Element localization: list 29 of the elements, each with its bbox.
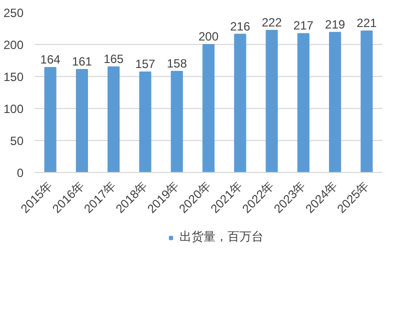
bar xyxy=(297,33,310,172)
data-label: 165 xyxy=(104,52,124,66)
legend-label: 出货量，百万台 xyxy=(180,228,264,246)
y-tick-label: 100 xyxy=(3,102,24,116)
bar xyxy=(170,70,183,172)
bar xyxy=(44,67,56,172)
y-tick-label: 200 xyxy=(3,38,24,52)
bar xyxy=(329,32,342,172)
y-tick-label: 0 xyxy=(16,166,24,180)
bar xyxy=(266,30,278,172)
bar xyxy=(202,44,215,172)
data-label: 219 xyxy=(325,17,346,32)
data-label: 217 xyxy=(293,18,314,33)
bar xyxy=(360,30,373,172)
data-label: 221 xyxy=(356,16,378,30)
y-tick-label: 150 xyxy=(3,70,24,84)
bar xyxy=(108,66,120,172)
data-label: 222 xyxy=(262,15,282,30)
bar xyxy=(139,72,152,172)
bar xyxy=(76,68,88,172)
data-label: 161 xyxy=(72,54,92,68)
bar xyxy=(234,34,246,172)
data-label: 200 xyxy=(198,30,219,44)
y-tick-label: 50 xyxy=(10,134,24,148)
y-tick-label: 250 xyxy=(3,6,24,20)
data-label: 158 xyxy=(166,56,188,70)
data-label: 157 xyxy=(135,57,156,72)
data-label: 164 xyxy=(40,52,61,67)
data-label: 216 xyxy=(230,19,250,34)
